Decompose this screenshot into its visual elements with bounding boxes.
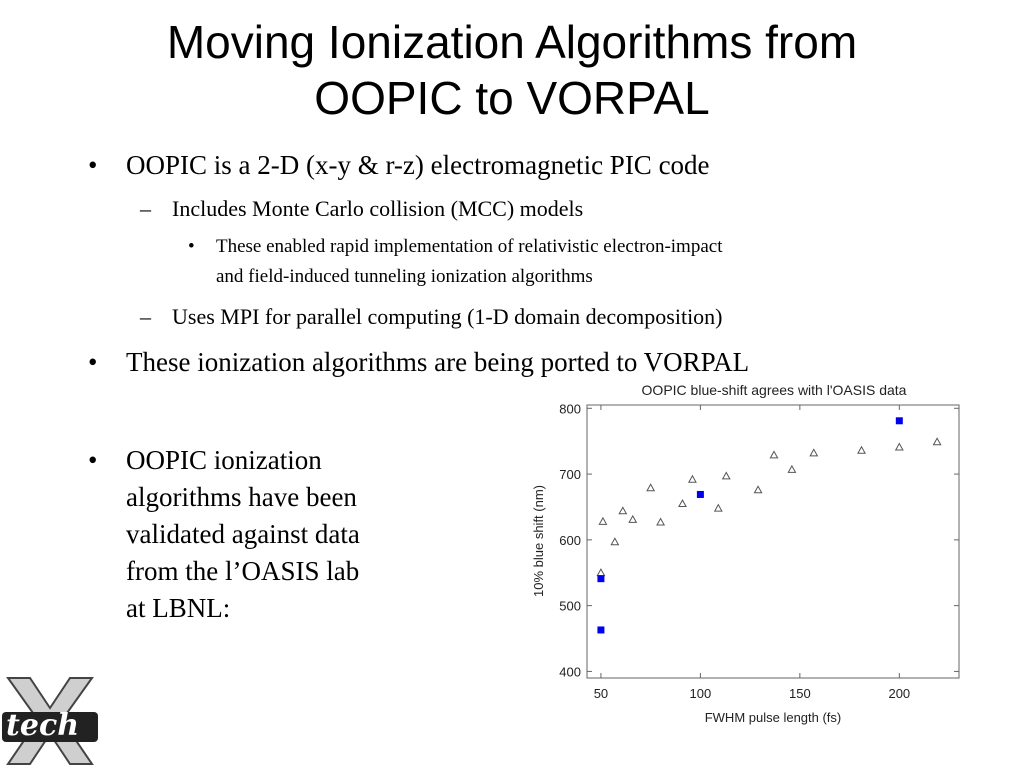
square-point xyxy=(696,490,704,498)
axis-ticks: 50 100 150 200 400 500 600 700 800 xyxy=(559,401,959,701)
triangle-point xyxy=(932,437,942,446)
bullet-marker: • xyxy=(88,445,98,475)
triangle-point xyxy=(787,464,797,473)
triangle-point xyxy=(857,445,866,454)
bullet-text: OOPIC is a 2-D (x-y & r-z) electromagnet… xyxy=(126,150,710,180)
y-axis-label: 10% blue shift (nm) xyxy=(531,485,546,597)
triangle-point xyxy=(646,483,656,492)
sub-bullet-text: Includes Monte Carlo collision (MCC) mod… xyxy=(172,196,584,221)
sub-bullet-text: Uses MPI for parallel computing (1-D dom… xyxy=(172,304,723,329)
triangle-point xyxy=(809,448,819,457)
y-tick-label: 800 xyxy=(559,401,581,416)
x-tick-label: 50 xyxy=(594,686,608,701)
triangle-point xyxy=(596,568,606,577)
bullet-text: These ionization algorithms are being po… xyxy=(126,347,750,377)
y-tick-label: 600 xyxy=(559,533,581,548)
triangle-point xyxy=(769,450,779,459)
triangle-point xyxy=(618,506,628,515)
bullet-marker: • xyxy=(88,347,98,377)
x-axis-label: FWHM pulse length (fs) xyxy=(705,710,842,725)
triangle-point xyxy=(713,503,723,512)
chart-title: OOPIC blue-shift agrees with l'OASIS dat… xyxy=(641,382,907,398)
triangle-point xyxy=(628,514,638,523)
bullet-marker: • xyxy=(88,150,98,180)
square-point xyxy=(597,575,605,583)
triangle-point xyxy=(656,517,666,526)
x-tick-label: 100 xyxy=(690,686,712,701)
validation-line: validated against data xyxy=(126,519,360,549)
sub-sub-bullet-text: and field-induced tunneling ionization a… xyxy=(216,266,593,287)
triangle-point xyxy=(753,485,763,494)
dash-marker: – xyxy=(140,196,151,221)
validation-line: from the l’OASIS lab xyxy=(126,556,360,586)
plot-frame xyxy=(586,404,960,679)
y-tick-label: 400 xyxy=(559,664,581,679)
validation-line: at LBNL: xyxy=(126,593,231,623)
validation-line: OOPIC ionization xyxy=(126,445,322,475)
sub-sub-bullet-text: These enabled rapid implementation of re… xyxy=(216,236,723,257)
triangle-point xyxy=(598,516,608,525)
bullet-marker: • xyxy=(188,236,195,257)
slide-title-line-2: OOPIC to VORPAL xyxy=(314,72,710,124)
triangle-point xyxy=(678,499,687,508)
xtech-logo: tech xyxy=(0,670,100,768)
square-point xyxy=(895,417,903,425)
triangle-point xyxy=(610,537,620,546)
triangle-point xyxy=(894,442,904,451)
y-tick-label: 500 xyxy=(559,599,581,614)
data-points xyxy=(596,417,942,634)
y-tick-label: 700 xyxy=(559,467,581,482)
x-tick-label: 200 xyxy=(888,686,910,701)
x-tick-label: 150 xyxy=(789,686,811,701)
validation-line: algorithms have been xyxy=(126,482,357,512)
slide-title-line-1: Moving Ionization Algorithms from xyxy=(166,16,858,68)
square-point xyxy=(597,626,605,634)
logo-text: tech xyxy=(6,708,80,743)
dash-marker: – xyxy=(140,304,151,329)
slide-title: Moving Ionization Algorithms from OOPIC … xyxy=(0,14,1024,126)
triangle-point xyxy=(721,471,731,480)
triangle-point xyxy=(687,474,697,483)
